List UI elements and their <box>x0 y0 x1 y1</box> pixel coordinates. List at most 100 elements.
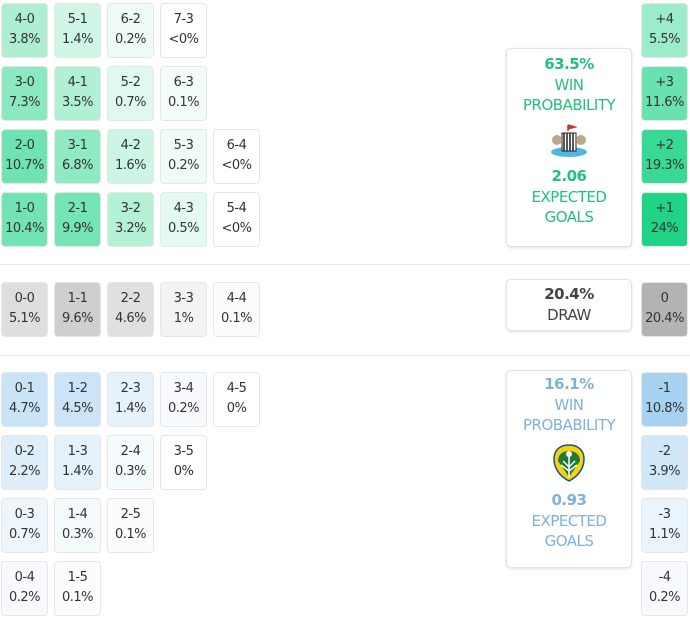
probability-label: 1.6% <box>114 158 147 173</box>
draw-label: DRAW <box>547 306 591 324</box>
draw-summary-card: 20.4% DRAW <box>506 279 632 331</box>
probability-label: 0% <box>226 401 247 416</box>
score-label: 3-0 <box>14 75 35 90</box>
margin-cell: -3 1.1% <box>641 498 688 553</box>
probability-label: 4.5% <box>61 401 94 416</box>
home-expected-goals: 2.06 <box>551 167 587 185</box>
score-label: 2-0 <box>14 138 35 153</box>
margin-label: -4 <box>658 570 671 585</box>
probability-label: 0.7% <box>8 527 41 542</box>
score-label: 5-4 <box>226 201 247 216</box>
score-cell: 1-5 0.1% <box>54 561 101 616</box>
leeds-crest-icon <box>553 444 585 482</box>
score-label: 4-2 <box>120 138 141 153</box>
probability-label: 1% <box>173 311 194 326</box>
margin-label: +4 <box>655 12 674 27</box>
probability-label: 0.2% <box>8 590 41 605</box>
score-label: 0-1 <box>14 381 35 396</box>
probability-label: 1.4% <box>61 464 94 479</box>
away-summary-card: 16.1% WIN PROBABILITY 0.93 EXPECTED GOAL… <box>506 370 632 568</box>
probability-label: 0.1% <box>61 590 94 605</box>
score-cell: 2-2 4.6% <box>107 282 154 337</box>
score-label: 7-3 <box>173 12 194 27</box>
away-xg-label: EXPECTED GOALS <box>531 512 607 550</box>
probability-label: 10.4% <box>5 221 44 236</box>
margin-cell: -4 0.2% <box>641 561 688 616</box>
probability-label: 3.9% <box>648 464 681 479</box>
probability-label: 19.3% <box>645 158 684 173</box>
score-cell: 2-3 1.4% <box>107 372 154 427</box>
score-cell: 6-3 0.1% <box>160 66 207 121</box>
score-label: 6-3 <box>173 75 194 90</box>
score-label: 2-4 <box>120 444 141 459</box>
probability-label: 9.9% <box>61 221 94 236</box>
score-label: 3-5 <box>173 444 194 459</box>
score-label: 4-0 <box>14 12 35 27</box>
score-cell: 2-5 0.1% <box>107 498 154 553</box>
score-cell: 4-5 0% <box>213 372 260 427</box>
score-cell: 3-3 1% <box>160 282 207 337</box>
score-cell: 5-4 <0% <box>213 192 260 247</box>
score-label: 1-1 <box>67 291 88 306</box>
divider <box>0 264 690 265</box>
probability-label: 0.2% <box>167 401 200 416</box>
score-cell: 0-1 4.7% <box>1 372 48 427</box>
home-win-probability: 63.5% <box>544 55 594 73</box>
probability-label: 0.7% <box>114 95 147 110</box>
score-cell: 5-2 0.7% <box>107 66 154 121</box>
score-cell: 4-3 0.5% <box>160 192 207 247</box>
probability-label: <0% <box>168 32 199 47</box>
score-cell: 2-1 9.9% <box>54 192 101 247</box>
margin-cell: +2 19.3% <box>641 129 688 184</box>
score-cell: 0-0 5.1% <box>1 282 48 337</box>
score-label: 1-3 <box>67 444 88 459</box>
probability-label: 0.1% <box>220 311 253 326</box>
score-label: 4-3 <box>173 201 194 216</box>
probability-label: <0% <box>221 158 252 173</box>
probability-label: 0.5% <box>167 221 200 236</box>
newcastle-crest-icon <box>551 124 587 157</box>
score-label: 0-4 <box>14 570 35 585</box>
probability-label: 0.1% <box>114 527 147 542</box>
probability-label: 10.8% <box>645 401 684 416</box>
score-cell: 0-2 2.2% <box>1 435 48 490</box>
margin-label: -2 <box>658 444 671 459</box>
probability-label: 3.8% <box>8 32 41 47</box>
score-label: 6-4 <box>226 138 247 153</box>
score-cell: 1-2 4.5% <box>54 372 101 427</box>
probability-label: 4.7% <box>8 401 41 416</box>
score-cell: 1-4 0.3% <box>54 498 101 553</box>
score-label: 0-0 <box>14 291 35 306</box>
probability-label: 0.2% <box>114 32 147 47</box>
score-label: 2-1 <box>67 201 88 216</box>
score-cell: 4-4 0.1% <box>213 282 260 337</box>
margin-label: +1 <box>655 201 674 216</box>
score-label: 3-3 <box>173 291 194 306</box>
probability-label: 0.2% <box>167 158 200 173</box>
home-xg-label: EXPECTED GOALS <box>531 188 607 226</box>
score-cell: 1-0 10.4% <box>1 192 48 247</box>
probability-label: <0% <box>221 221 252 236</box>
score-label: 3-2 <box>120 201 141 216</box>
probability-label: 7.3% <box>8 95 41 110</box>
draw-probability: 20.4% <box>544 285 594 303</box>
margin-label: -3 <box>658 507 671 522</box>
probability-label: 20.4% <box>645 311 684 326</box>
score-cell: 4-1 3.5% <box>54 66 101 121</box>
score-cell: 6-4 <0% <box>213 129 260 184</box>
home-win-label: WIN PROBABILITY <box>523 76 616 114</box>
score-label: 6-2 <box>120 12 141 27</box>
probability-label: 1.4% <box>61 32 94 47</box>
probability-label: 5.5% <box>648 32 681 47</box>
score-cell: 2-4 0.3% <box>107 435 154 490</box>
away-win-probability: 16.1% <box>544 375 594 393</box>
score-cell: 1-1 9.6% <box>54 282 101 337</box>
probability-label: 5.1% <box>8 311 41 326</box>
margin-cell: 0 20.4% <box>641 282 688 337</box>
score-label: 3-4 <box>173 381 194 396</box>
probability-label: 0.2% <box>648 590 681 605</box>
probability-label: 2.2% <box>8 464 41 479</box>
score-cell: 6-2 0.2% <box>107 3 154 58</box>
score-cell: 7-3 <0% <box>160 3 207 58</box>
margin-cell: +3 11.6% <box>641 66 688 121</box>
